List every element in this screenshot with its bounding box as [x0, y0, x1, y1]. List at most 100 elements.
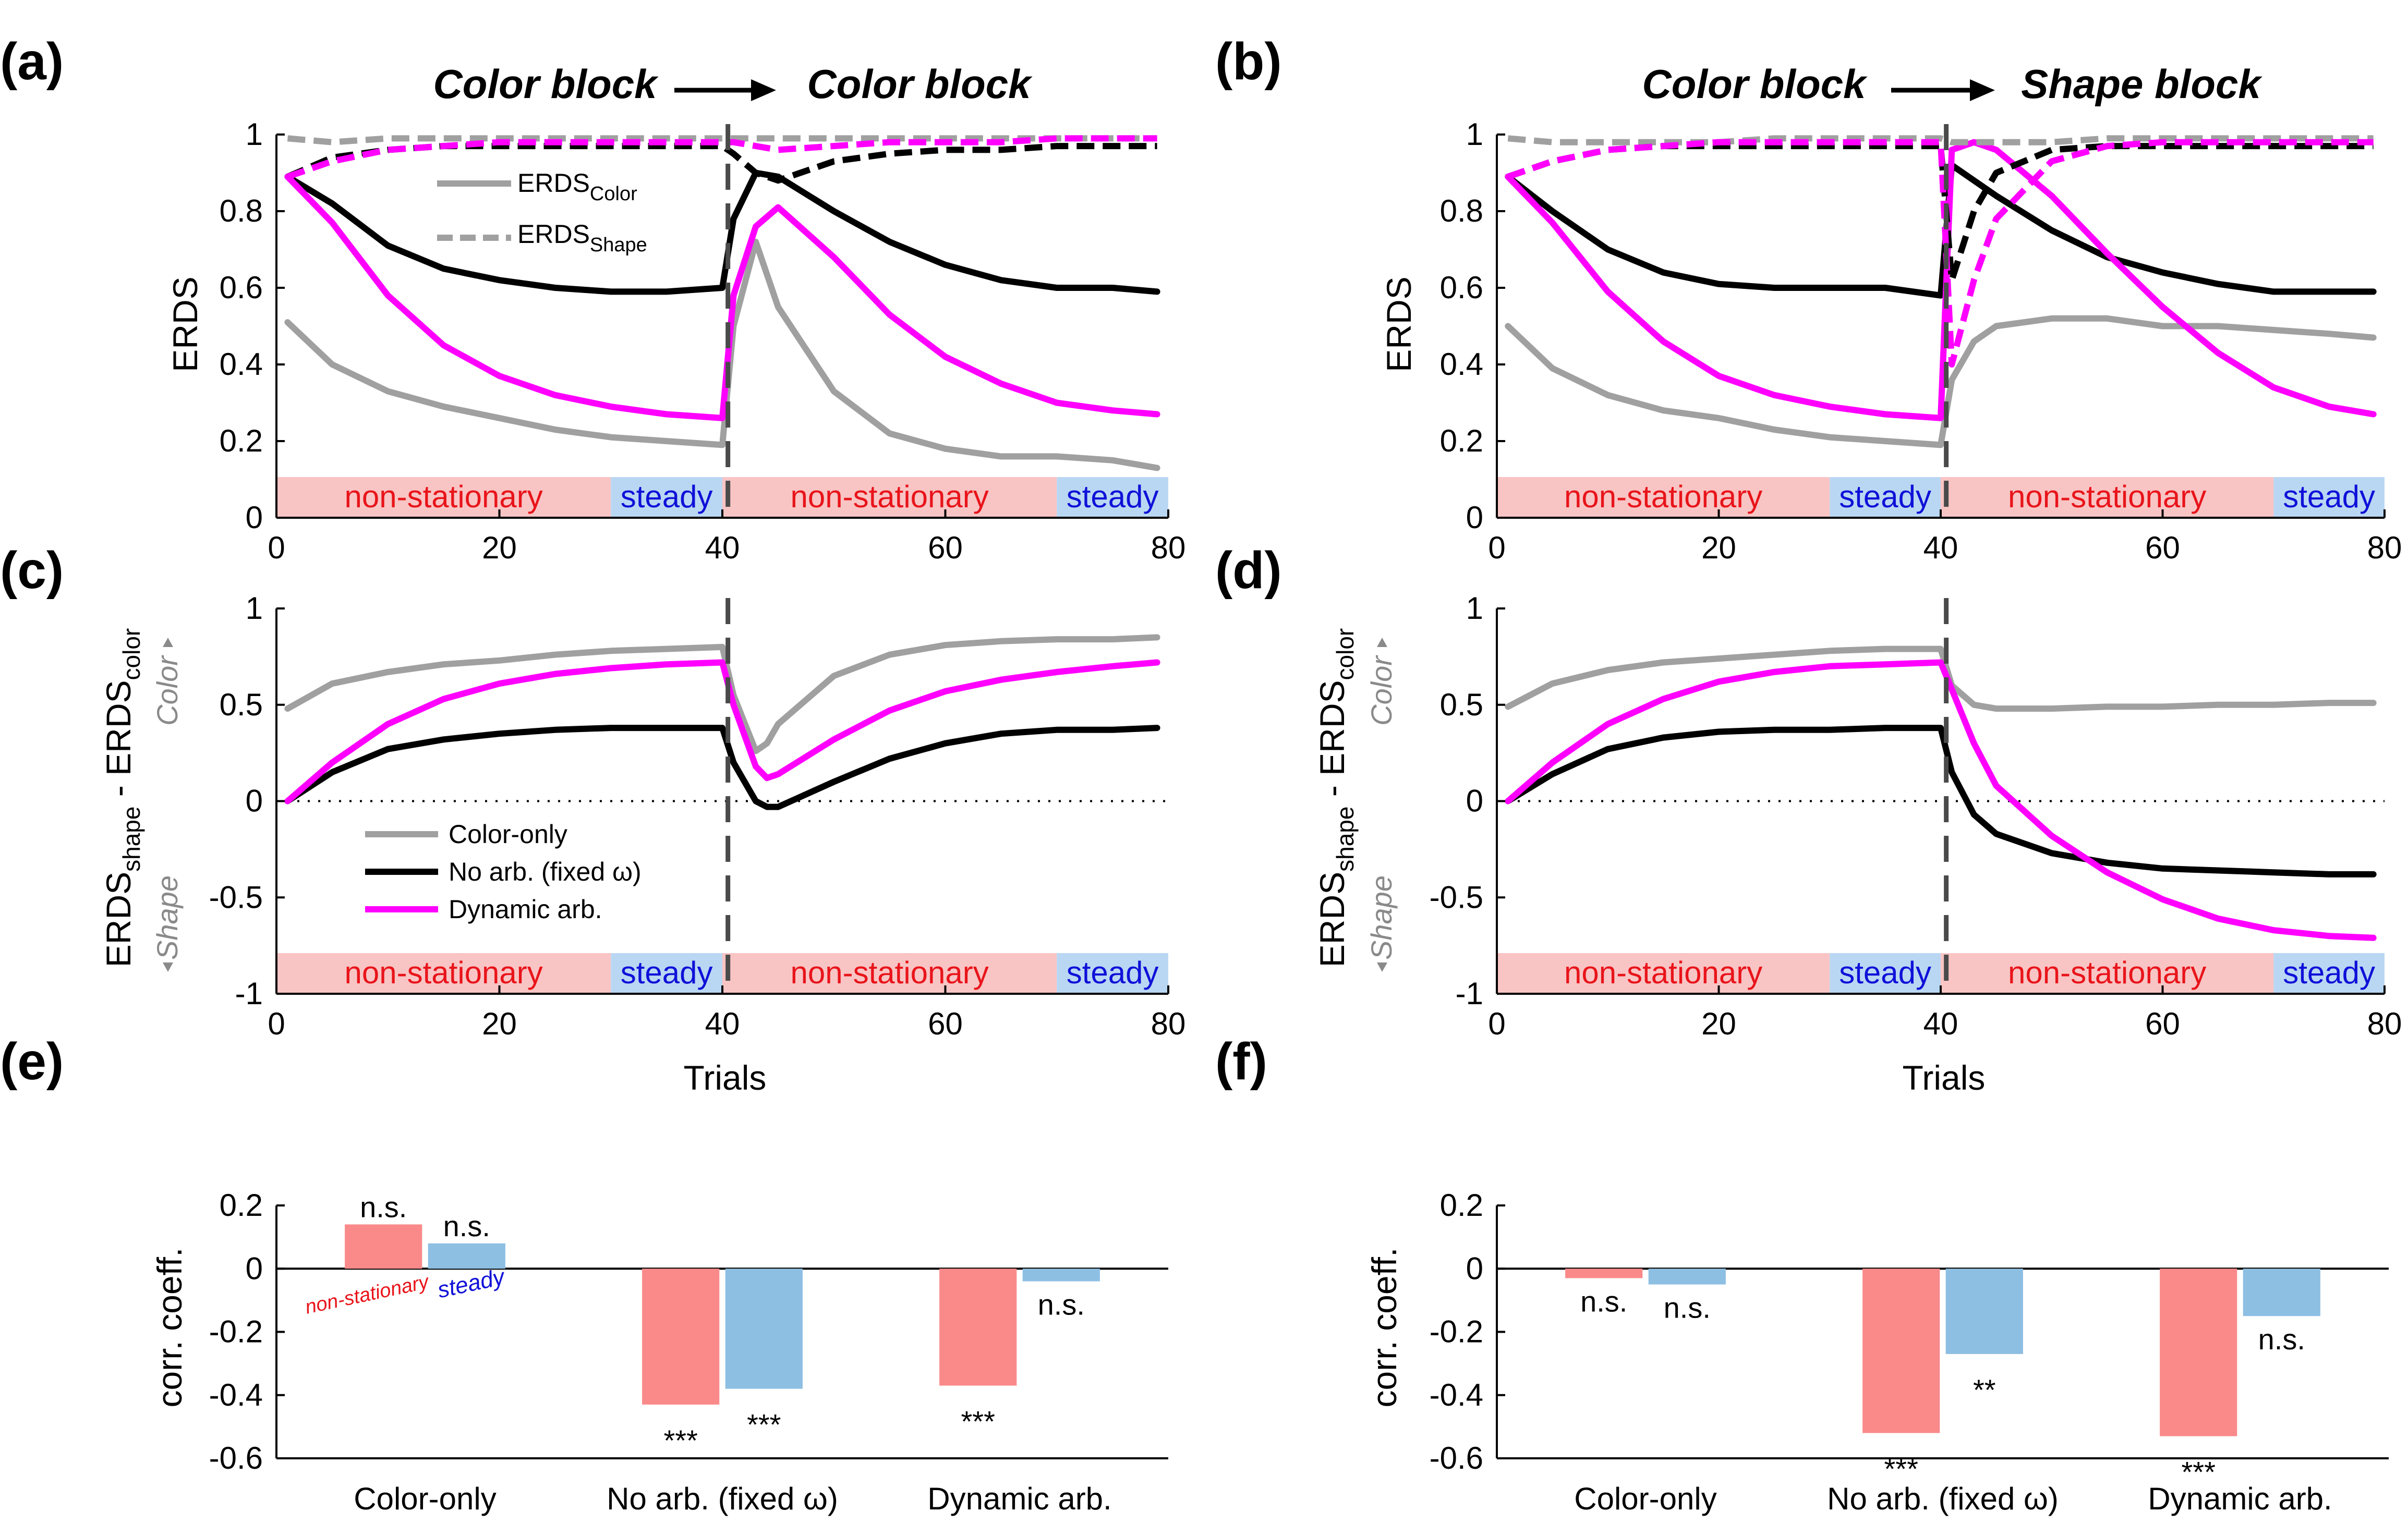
y-tick-label: 0.6 — [220, 270, 263, 305]
x-tick-label: 80 — [1151, 530, 1186, 565]
series-no-arb-erds-shape — [286, 143, 1157, 184]
series-dynamic-arb-erds-shape — [1507, 139, 2374, 368]
side-shape-c: Shape — [151, 875, 184, 972]
bar-nonstationary — [939, 1269, 1017, 1386]
block-title-b-left: Color block — [1642, 61, 1868, 107]
band-nonstationary — [1497, 477, 1830, 517]
band-label: steady — [2283, 955, 2375, 990]
xlabel-c: Trials — [684, 1058, 767, 1097]
series-color-only-erds-shape — [287, 135, 1157, 145]
bar-nonstationary — [2160, 1269, 2237, 1436]
category-label: Color-only — [1574, 1481, 1716, 1516]
significance-label: ** — [1973, 1373, 1996, 1406]
series-dynamic-arb-erds-color — [284, 173, 1160, 421]
y-tick-label: 0.2 — [220, 1188, 263, 1223]
band-label: steady — [621, 955, 713, 990]
legend-erds: ERDSColor ERDSShape — [437, 168, 647, 256]
band-label: steady — [1067, 955, 1159, 990]
svg-text:Shape: Shape — [1365, 875, 1398, 960]
series-no-arb-erds-color — [284, 169, 1160, 295]
y-tick-label: -0.2 — [209, 1314, 263, 1349]
y-tick-label: 0.5 — [220, 687, 263, 722]
band-steady — [2273, 953, 2385, 993]
y-tick-label: 0.6 — [1440, 270, 1483, 305]
series-dynamic-arb- — [284, 659, 1160, 804]
x-tick-label: 40 — [705, 1006, 740, 1041]
band-label: steady — [1839, 955, 1931, 990]
y-tick-label: 1 — [246, 117, 263, 152]
legend-color-only: Color-only — [449, 820, 567, 849]
significance-label: *** — [961, 1405, 995, 1438]
x-tick-label: 0 — [268, 530, 285, 565]
chart-d: non-stationary steady non-stationary steady… — [1430, 591, 2402, 1041]
y-tick-label: -0.6 — [1430, 1441, 1483, 1476]
band-label: non-stationary — [791, 479, 989, 514]
bar-annotation-nonstationary: non-stationary — [303, 1271, 431, 1319]
panel-label-c: (c) — [0, 541, 64, 600]
svg-text:Color: Color — [1365, 655, 1398, 726]
side-color-d: Color — [1365, 638, 1398, 726]
band-label: steady — [1839, 479, 1931, 514]
ylabel-f: corr. coeff. — [1365, 1248, 1403, 1408]
arrow-right-icon — [1891, 79, 1995, 101]
x-tick-label: 80 — [1151, 1006, 1186, 1041]
series-no-arb-fixed- — [284, 725, 1160, 810]
legend-erds-shape: ERDSShape — [517, 220, 647, 256]
svg-text:Color: Color — [151, 655, 184, 726]
x-tick-label: 20 — [1701, 1006, 1736, 1041]
band-label: non-stationary — [345, 955, 543, 990]
legend-no-arb: No arb. (fixed ω) — [449, 857, 642, 886]
series-color-only — [1505, 645, 2377, 712]
y-tick-label: 0.4 — [1440, 347, 1483, 382]
arrow-down-icon — [163, 962, 173, 972]
x-tick-label: 80 — [2367, 1006, 2402, 1041]
x-tick-label: 20 — [482, 530, 517, 565]
bar-nonstationary — [345, 1224, 422, 1269]
band-nonstationary — [1497, 953, 1830, 993]
y-tick-label: 1 — [1466, 117, 1483, 152]
svg-text:Shape: Shape — [151, 875, 184, 960]
ylabel-a: ERDS — [166, 276, 204, 372]
band-label: non-stationary — [345, 479, 543, 514]
x-tick-label: 40 — [1923, 1006, 1958, 1041]
band-nonstationary — [722, 477, 1057, 517]
legend-erds-color: ERDSColor — [517, 168, 637, 205]
category-label: No arb. (fixed ω) — [607, 1481, 838, 1516]
significance-label: *** — [1884, 1453, 1918, 1485]
significance-label: n.s. — [443, 1210, 490, 1242]
ylabel-b: ERDS — [1380, 276, 1418, 372]
x-tick-label: 0 — [1488, 530, 1505, 565]
category-label: No arb. (fixed ω) — [1827, 1481, 2059, 1516]
bar-steady — [725, 1269, 803, 1389]
significance-label: n.s. — [1038, 1288, 1085, 1321]
band-steady — [2273, 477, 2385, 517]
band-label: non-stationary — [791, 955, 989, 990]
chart-e: n.s. n.s. Color-only *** *** No arb. (fixed ω… — [209, 1188, 1168, 1516]
y-tick-label: 0 — [246, 500, 263, 535]
y-tick-label: 0.5 — [1440, 687, 1483, 722]
y-tick-label: 0 — [1466, 784, 1483, 819]
panel-label-a: (a) — [0, 32, 64, 91]
band-label: steady — [621, 479, 713, 514]
y-tick-label: 0.4 — [220, 347, 263, 382]
series-color-only-erds-color — [1505, 315, 2377, 448]
chart-a: non-stationary steady non-stationary steady… — [220, 117, 1186, 565]
side-color-c: Color — [151, 638, 184, 726]
bar-steady — [1648, 1269, 1726, 1285]
y-tick-label: -0.5 — [209, 880, 263, 915]
significance-label: n.s. — [360, 1190, 407, 1223]
y-tick-label: 0.2 — [1440, 1188, 1483, 1223]
y-tick-label: 0 — [1466, 500, 1483, 535]
legend-models: Color-only No arb. (fixed ω) Dynamic arb… — [365, 820, 642, 924]
band-steady — [1830, 477, 1941, 517]
significance-label: n.s. — [2258, 1323, 2305, 1356]
y-tick-label: -0.5 — [1430, 880, 1483, 915]
bar-nonstationary — [1862, 1269, 1940, 1433]
ylabel-e: corr. coeff. — [150, 1248, 189, 1408]
band-steady — [1830, 953, 1941, 993]
series-dynamic-arb-erds-color — [1505, 139, 2377, 421]
bar-steady — [2243, 1269, 2320, 1316]
y-tick-label: -1 — [1456, 976, 1483, 1011]
band-nonstationary — [1941, 477, 2274, 517]
